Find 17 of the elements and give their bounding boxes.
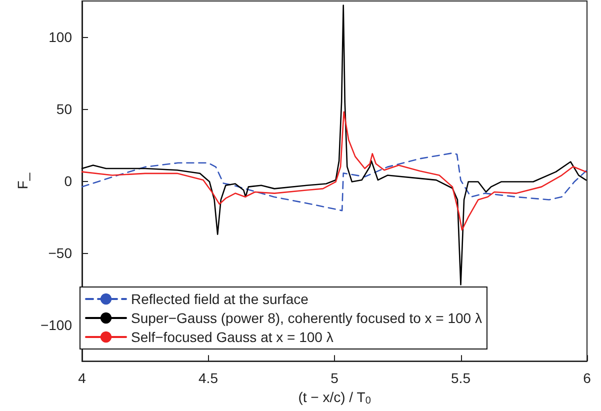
x-tick-label: 5.5 (451, 370, 471, 386)
line-series (81, 4, 587, 286)
y-tick-label: 50 (56, 101, 72, 118)
y-tick-label: −100 (40, 317, 72, 334)
legend-label: Reflected field at the surface (131, 291, 309, 307)
x-tick-label: 4.5 (198, 370, 218, 386)
legend-label: Super−Gauss (power 8), coherently focused to x = 100 λ (131, 310, 482, 326)
y-tick-label: −50 (48, 245, 72, 262)
legend-label: Self−focused Gauss at x = 100 λ (131, 329, 334, 345)
x-tick-label: 4 (78, 370, 86, 386)
y-tick-label: 100 (48, 29, 72, 46)
line-series (81, 111, 587, 231)
y-tick-label: 0 (64, 173, 72, 190)
y-axis-title: F_ (14, 172, 31, 190)
x-tick-label: 6 (583, 370, 592, 386)
x-tick-label: 5 (330, 370, 339, 386)
line-series (81, 152, 588, 212)
